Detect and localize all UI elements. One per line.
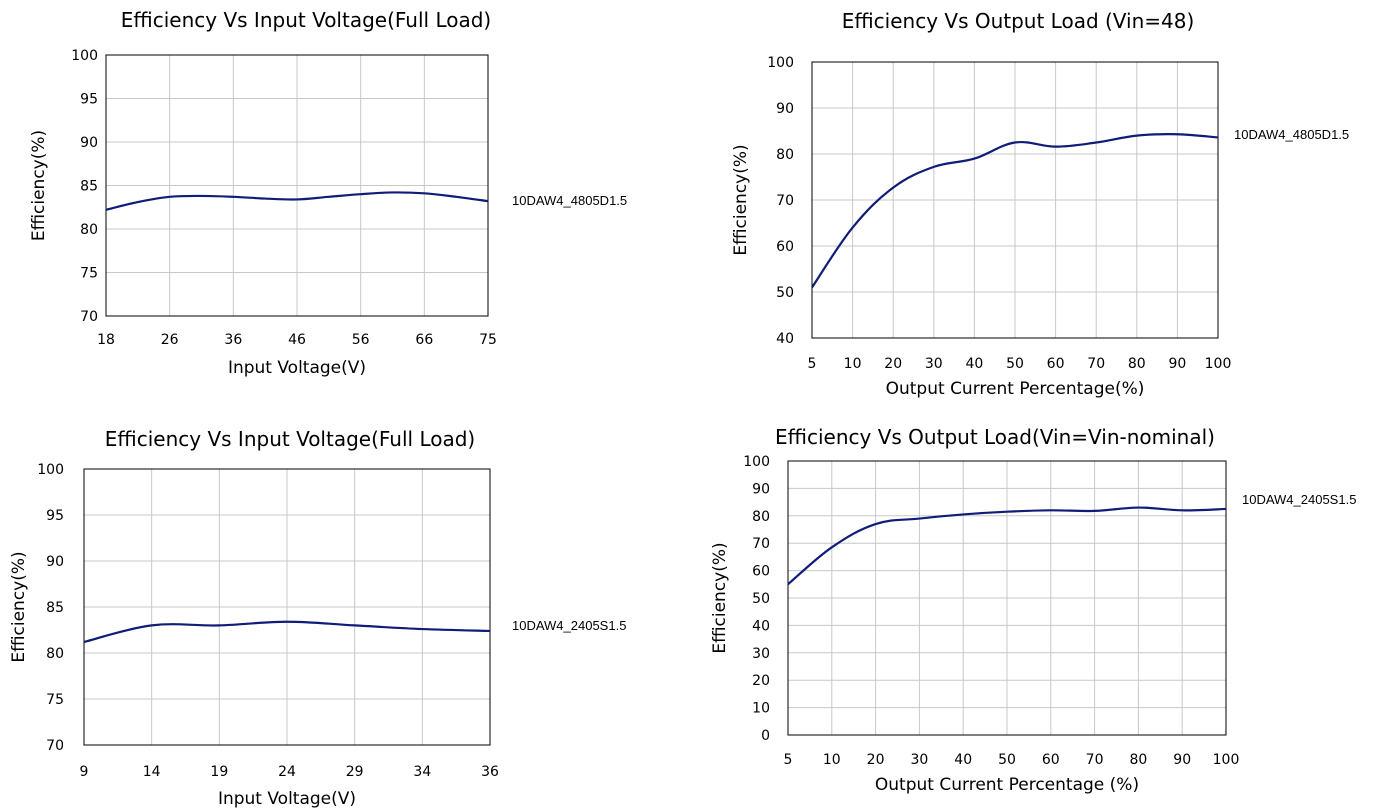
y-tick-label: 100 xyxy=(37,462,64,478)
x-tick-label: 100 xyxy=(1205,356,1232,372)
x-tick-label: 36 xyxy=(481,764,499,780)
x-tick-label: 56 xyxy=(352,332,370,348)
x-tick-label: 75 xyxy=(479,332,497,348)
x-tick-label: 80 xyxy=(1129,752,1147,768)
y-axis-label: Efficiency(%) xyxy=(710,542,730,653)
y-tick-label: 90 xyxy=(80,135,98,151)
x-tick-label: 60 xyxy=(1042,752,1060,768)
y-tick-label: 10 xyxy=(752,701,770,717)
x-tick-label: 30 xyxy=(925,356,943,372)
y-tick-label: 85 xyxy=(46,600,64,616)
x-tick-label: 19 xyxy=(210,764,228,780)
y-axis-label: Efficiency(%) xyxy=(29,130,49,241)
x-tick-label: 50 xyxy=(998,752,1016,768)
x-tick-label: 26 xyxy=(161,332,179,348)
y-tick-label: 40 xyxy=(776,331,794,347)
y-tick-label: 40 xyxy=(752,618,770,634)
x-tick-label: 5 xyxy=(784,752,793,768)
y-tick-label: 50 xyxy=(776,285,794,301)
plot-frame xyxy=(811,61,1219,339)
y-tick-label: 30 xyxy=(752,646,770,662)
x-tick-label: 40 xyxy=(954,752,972,768)
x-tick-label: 46 xyxy=(288,332,306,348)
y-tick-label: 95 xyxy=(80,92,98,108)
y-tick-label: 80 xyxy=(776,147,794,163)
y-tick-label: 80 xyxy=(752,509,770,525)
x-tick-label: 40 xyxy=(965,356,983,372)
y-axis-label: Efficiency(%) xyxy=(731,144,751,255)
series-line xyxy=(105,191,489,211)
chart-title: Efficiency Vs Output Load(Vin=Vin-nomina… xyxy=(775,425,1215,449)
y-tick-label: 95 xyxy=(46,508,64,524)
legend-entry: 10DAW4_4805D1.5 xyxy=(1234,127,1349,142)
x-tick-label: 10 xyxy=(823,752,841,768)
legend-entry: 10DAW4_2405S1.5 xyxy=(1242,492,1356,507)
y-axis-label: Efficiency(%) xyxy=(9,551,29,662)
y-tick-label: 90 xyxy=(776,101,794,117)
x-tick-label: 10 xyxy=(844,356,862,372)
y-tick-label: 100 xyxy=(71,48,98,64)
series-line xyxy=(83,620,491,644)
x-tick-label: 34 xyxy=(413,764,431,780)
y-tick-label: 60 xyxy=(752,564,770,580)
x-tick-label: 30 xyxy=(910,752,928,768)
x-tick-label: 60 xyxy=(1047,356,1065,372)
chart-panel-2: 5 10 20 30 40 50 60 70 80 90 100 40 50 60 70 80 90 100 Eff… xyxy=(731,9,1349,399)
x-tick-label: 70 xyxy=(1087,356,1105,372)
x-axis-label: Input Voltage(V) xyxy=(218,789,356,808)
y-tick-label: 20 xyxy=(752,673,770,689)
y-tick-label: 85 xyxy=(80,179,98,195)
x-tick-label: 29 xyxy=(346,764,364,780)
x-tick-label: 90 xyxy=(1168,356,1186,372)
chart-title: Efficiency Vs Input Voltage(Full Load) xyxy=(105,427,475,451)
y-tick-label: 0 xyxy=(761,728,770,744)
x-tick-label: 18 xyxy=(97,332,115,348)
series-line xyxy=(811,132,1219,289)
y-tick-label: 75 xyxy=(46,692,64,708)
x-tick-label: 70 xyxy=(1086,752,1104,768)
x-tick-label: 14 xyxy=(143,764,161,780)
y-tick-label: 80 xyxy=(46,646,64,662)
x-tick-label: 50 xyxy=(1006,356,1024,372)
x-tick-label: 100 xyxy=(1213,752,1240,768)
plot-frame xyxy=(83,468,491,746)
plot-frame xyxy=(787,460,1227,736)
y-tick-label: 100 xyxy=(743,454,770,470)
chart-panel-4: 5 10 20 30 40 50 60 70 80 90 100 0 10 20 30 40 50 60 70 80 9… xyxy=(710,425,1356,795)
y-tick-label: 90 xyxy=(752,481,770,497)
y-tick-label: 70 xyxy=(46,738,64,754)
chart-title: Efficiency Vs Input Voltage(Full Load) xyxy=(121,8,491,32)
x-tick-label: 36 xyxy=(224,332,242,348)
x-tick-label: 5 xyxy=(808,356,817,372)
chart-panel-3: 9 14 19 24 29 34 36 70 75 80 85 90 95 100 Efficiency V… xyxy=(9,427,626,808)
x-tick-label: 90 xyxy=(1173,752,1191,768)
x-axis-label: Output Current Percentage (%) xyxy=(875,775,1139,795)
y-tick-label: 70 xyxy=(80,309,98,325)
x-tick-label: 24 xyxy=(278,764,296,780)
x-tick-label: 9 xyxy=(80,764,89,780)
y-tick-label: 80 xyxy=(80,222,98,238)
chart-panel-1: 18 26 36 46 56 66 75 70 75 80 85 90 95 100 Efficiency … xyxy=(29,8,627,378)
chart-title: Efficiency Vs Output Load (Vin=48) xyxy=(842,9,1195,33)
x-tick-label: 20 xyxy=(884,356,902,372)
x-tick-label: 66 xyxy=(415,332,433,348)
y-tick-label: 70 xyxy=(752,536,770,552)
x-axis-label: Output Current Percentage(%) xyxy=(886,379,1145,399)
y-tick-label: 60 xyxy=(776,239,794,255)
legend-entry: 10DAW4_2405S1.5 xyxy=(512,618,626,633)
x-tick-label: 80 xyxy=(1128,356,1146,372)
series-line xyxy=(787,506,1227,586)
y-tick-label: 100 xyxy=(767,55,794,71)
legend-entry: 10DAW4_4805D1.5 xyxy=(512,193,627,208)
x-axis-label: Input Voltage(V) xyxy=(228,358,366,378)
plot-frame xyxy=(105,54,489,317)
y-tick-label: 50 xyxy=(752,591,770,607)
x-tick-label: 20 xyxy=(867,752,885,768)
y-tick-label: 75 xyxy=(80,266,98,282)
y-tick-label: 70 xyxy=(776,193,794,209)
y-tick-label: 90 xyxy=(46,554,64,570)
